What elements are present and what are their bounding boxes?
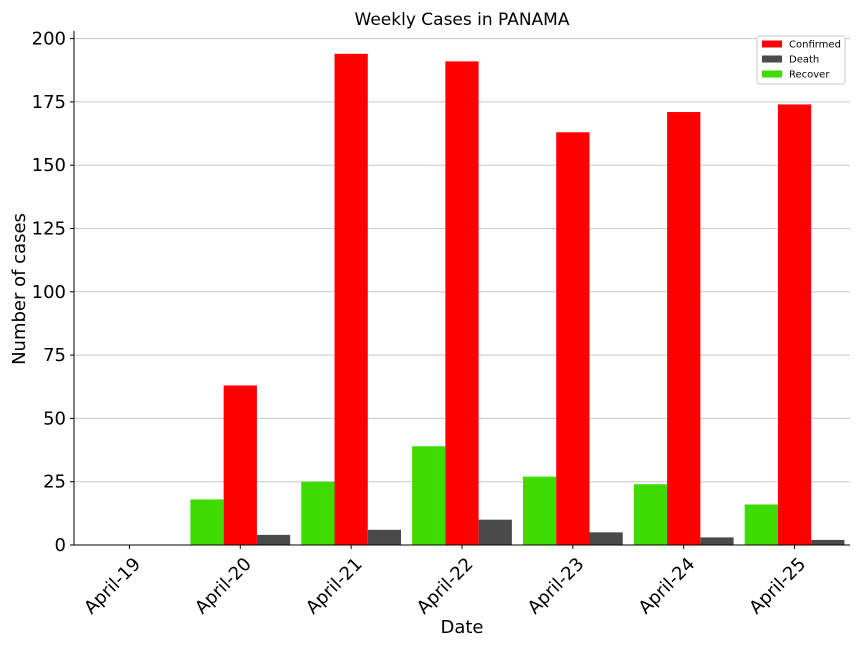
- y-tick-label: 100: [32, 282, 66, 303]
- bar-recover-april-20: [190, 499, 224, 545]
- y-axis-label: Number of cases: [9, 213, 30, 365]
- bar-death-april-25: [811, 539, 845, 545]
- y-tick-label: 200: [32, 29, 66, 50]
- y-tick-label: 75: [43, 345, 66, 366]
- legend-label-death: Death: [789, 55, 819, 66]
- x-tick-label: April-23: [524, 554, 589, 619]
- bar-death-april-20: [256, 534, 291, 545]
- y-tick-label: 0: [55, 535, 66, 556]
- legend-swatch-confirmed: [762, 40, 782, 48]
- x-axis-label: Date: [440, 617, 483, 638]
- y-tick-label: 150: [32, 155, 66, 176]
- chart-title: Weekly Cases in PANAMA: [355, 10, 570, 30]
- y-ticks: 0 25 50 75 100 125 150 175 200: [32, 29, 74, 556]
- bar-recover-april-22: [412, 446, 446, 545]
- y-tick-label: 175: [32, 92, 66, 113]
- legend-swatch-death: [762, 55, 782, 63]
- bar-confirmed-april-23: [556, 132, 590, 545]
- x-tick-label: April-21: [302, 554, 367, 619]
- bar-death-april-22: [478, 519, 512, 545]
- x-ticks: April-19 April-20 April-21 April-22 April-23…: [80, 545, 810, 618]
- bar-death-april-24: [700, 537, 734, 545]
- x-tick-label: April-19: [80, 554, 145, 619]
- x-tick-label: April-25: [745, 554, 810, 619]
- bar-confirmed-april-25: [777, 104, 812, 545]
- bar-recover-april-21: [301, 481, 335, 545]
- legend-swatch-recover: [762, 70, 782, 78]
- bars: [190, 53, 845, 545]
- bar-recover-april-25: [744, 504, 778, 545]
- bar-confirmed-april-24: [667, 112, 701, 545]
- bar-confirmed-april-20: [223, 385, 257, 545]
- bar-recover-april-24: [633, 484, 668, 545]
- legend-label-recover: Recover: [789, 70, 830, 81]
- bar-confirmed-april-21: [334, 53, 368, 545]
- y-tick-label: 25: [43, 472, 66, 493]
- bar-confirmed-april-22: [445, 61, 479, 545]
- x-tick-label: April-20: [191, 554, 256, 619]
- bar-death-april-21: [367, 529, 402, 545]
- legend: Confirmed Death Recover: [756, 35, 846, 85]
- x-tick-label: April-22: [413, 554, 478, 619]
- y-tick-label: 50: [43, 408, 66, 429]
- bar-death-april-23: [589, 532, 623, 545]
- legend-label-confirmed: Confirmed: [789, 40, 841, 51]
- y-tick-label: 125: [32, 218, 66, 239]
- x-tick-label: April-24: [635, 554, 700, 619]
- bar-recover-april-23: [522, 476, 557, 545]
